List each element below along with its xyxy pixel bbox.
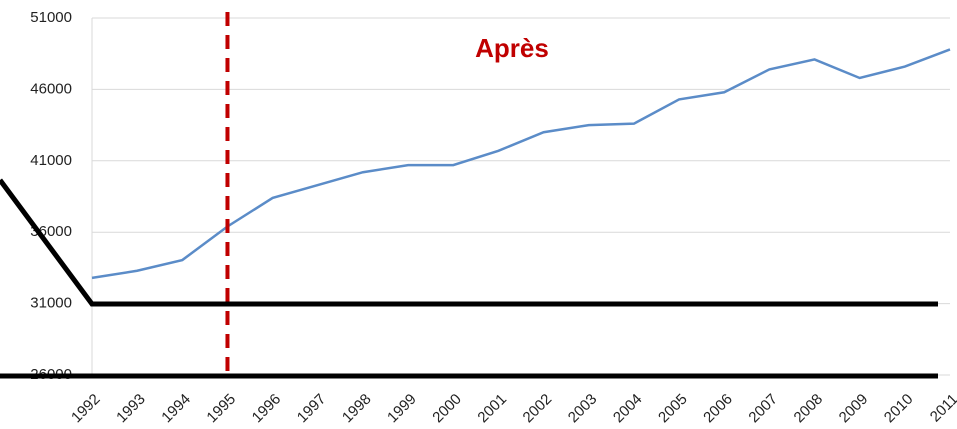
x-tick-label: 1998 xyxy=(339,391,375,427)
x-tick-label: 1996 xyxy=(249,391,285,427)
x-tick-label: 2009 xyxy=(836,391,872,427)
overlay-line xyxy=(0,178,938,307)
x-tick-label: 2007 xyxy=(745,391,781,427)
y-tick-label: 46000 xyxy=(30,80,72,97)
y-tick-label: 51000 xyxy=(30,9,72,26)
x-tick-label: 2006 xyxy=(700,391,736,427)
series-line xyxy=(91,48,951,280)
x-tick-label: 2001 xyxy=(474,391,510,427)
annotation: Après xyxy=(475,33,549,63)
x-tick-label: 2011 xyxy=(927,391,957,426)
x-tick-label: 1994 xyxy=(158,391,194,427)
x-tick-label: 1999 xyxy=(384,391,420,427)
plot-area: 2600031000360004100046000510001992199319… xyxy=(30,9,957,426)
x-tick-label: 2003 xyxy=(565,391,601,427)
x-tick-label: 2004 xyxy=(610,391,646,427)
y-tick-label: 31000 xyxy=(30,295,72,312)
x-tick-label: 2000 xyxy=(429,391,465,427)
x-tick-label: 1993 xyxy=(113,391,149,427)
x-tick-label: 1995 xyxy=(203,391,239,427)
x-tick-label: 2008 xyxy=(791,391,827,427)
x-tick-label: 2002 xyxy=(520,391,556,427)
x-tick-label: 1997 xyxy=(294,391,330,427)
x-tick-label: 1992 xyxy=(68,391,104,427)
x-tick-label: 2005 xyxy=(655,391,691,427)
x-tick-label: 2010 xyxy=(881,391,917,427)
y-tick-label: 41000 xyxy=(30,152,72,169)
